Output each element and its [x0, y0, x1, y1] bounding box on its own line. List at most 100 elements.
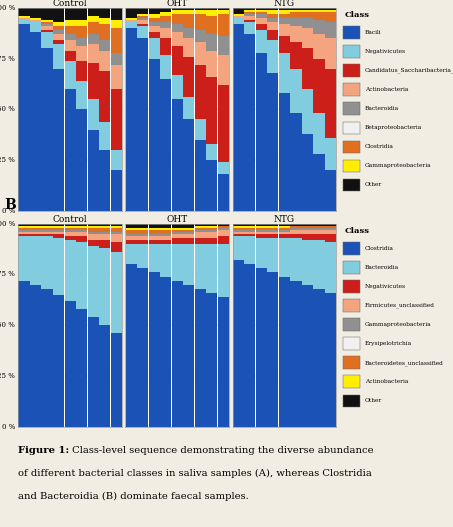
Bar	[290, 69, 302, 113]
Bar	[53, 34, 64, 41]
Bar	[233, 24, 244, 211]
Bar	[149, 18, 160, 22]
Bar	[111, 65, 122, 89]
Bar	[233, 236, 244, 260]
FancyBboxPatch shape	[343, 337, 360, 350]
Bar	[172, 8, 183, 10]
Bar	[267, 22, 279, 30]
FancyBboxPatch shape	[343, 299, 360, 312]
Text: Gammaproteobacteria: Gammaproteobacteria	[365, 322, 431, 327]
Bar	[244, 226, 255, 228]
Bar	[137, 26, 148, 38]
Text: Other: Other	[365, 182, 382, 188]
Bar	[302, 224, 313, 226]
Bar	[218, 174, 229, 211]
Bar	[183, 232, 194, 234]
Bar	[267, 234, 279, 238]
FancyBboxPatch shape	[343, 242, 360, 255]
Bar	[30, 18, 41, 20]
Bar	[53, 232, 64, 234]
Bar	[99, 24, 111, 41]
Bar	[76, 8, 87, 20]
Bar	[111, 252, 122, 333]
FancyBboxPatch shape	[343, 179, 360, 191]
Bar	[302, 240, 313, 285]
Bar	[255, 30, 267, 53]
Bar	[172, 228, 183, 230]
Bar	[313, 240, 324, 289]
Bar	[290, 280, 302, 427]
Title: Control: Control	[53, 214, 87, 223]
Bar	[64, 236, 76, 240]
Bar	[255, 226, 267, 228]
Bar	[290, 234, 302, 238]
Bar	[137, 24, 148, 26]
Bar	[244, 22, 255, 34]
Bar	[137, 240, 148, 244]
Bar	[183, 56, 194, 97]
Bar	[325, 242, 336, 292]
Bar	[30, 285, 41, 427]
Bar	[53, 44, 64, 69]
Bar	[267, 272, 279, 427]
Bar	[64, 8, 76, 20]
FancyBboxPatch shape	[343, 318, 360, 331]
Bar	[111, 242, 122, 252]
Bar	[290, 26, 302, 42]
Bar	[172, 14, 183, 24]
Bar	[267, 10, 279, 14]
Text: Class: Class	[345, 11, 370, 19]
Bar	[172, 230, 183, 232]
Bar	[183, 14, 194, 28]
Text: 100 %: 100 %	[0, 220, 15, 228]
Bar	[87, 240, 99, 246]
Bar	[233, 224, 244, 226]
Bar	[42, 234, 53, 236]
Bar	[233, 232, 244, 234]
Bar	[325, 224, 336, 226]
Bar	[244, 228, 255, 230]
Text: Erysipelotrichia: Erysipelotrichia	[365, 341, 412, 346]
Bar	[218, 297, 229, 427]
Bar	[195, 244, 206, 289]
Bar	[195, 226, 206, 228]
Bar	[233, 234, 244, 236]
Bar	[233, 8, 244, 14]
Bar	[149, 8, 160, 14]
Bar	[172, 24, 183, 32]
Bar	[195, 140, 206, 211]
Bar	[267, 30, 279, 41]
Bar	[125, 20, 137, 22]
Bar	[325, 138, 336, 170]
Bar	[206, 244, 217, 292]
Bar	[111, 150, 122, 170]
Bar	[42, 48, 53, 211]
Bar	[53, 226, 64, 228]
Text: Clostridia: Clostridia	[365, 246, 394, 251]
FancyBboxPatch shape	[343, 160, 360, 172]
Bar	[76, 224, 87, 226]
Text: 75 %: 75 %	[0, 270, 15, 278]
Bar	[183, 10, 194, 14]
Bar	[313, 113, 324, 154]
Bar	[325, 69, 336, 138]
Bar	[206, 292, 217, 427]
Bar	[76, 230, 87, 232]
Bar	[111, 224, 122, 226]
Bar	[244, 265, 255, 427]
Bar	[206, 160, 217, 211]
Bar	[64, 226, 76, 228]
Bar	[172, 238, 183, 244]
Bar	[244, 8, 255, 10]
Bar	[99, 224, 111, 226]
Bar	[99, 248, 111, 325]
Bar	[19, 228, 30, 230]
Bar	[183, 8, 194, 10]
Bar	[255, 14, 267, 18]
Bar	[42, 226, 53, 228]
Bar	[64, 301, 76, 427]
Bar	[64, 240, 76, 301]
Bar	[99, 122, 111, 150]
Bar	[149, 14, 160, 18]
Bar	[172, 32, 183, 46]
